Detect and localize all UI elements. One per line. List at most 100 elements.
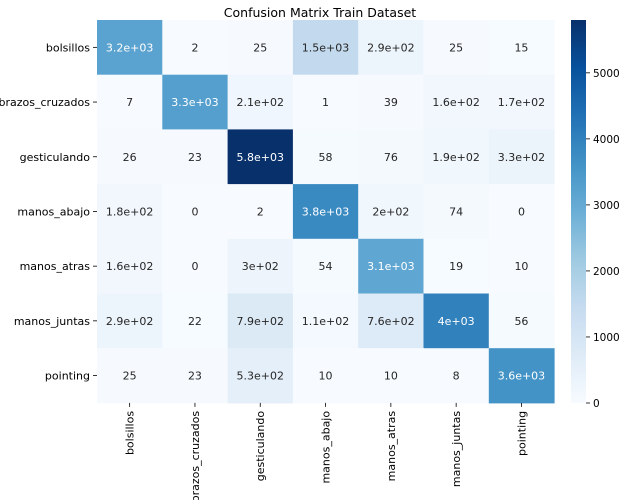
cell-value-label: 23 (188, 151, 202, 164)
heatmap-cell (358, 184, 424, 240)
heatmap-cell (97, 293, 163, 349)
cell-value-label: 1.7e+02 (498, 96, 545, 109)
heatmap-cell (423, 238, 490, 294)
heatmap-cell (97, 184, 163, 240)
heatmap-cell (358, 129, 424, 185)
colorbar-tick-label: 2000 (593, 266, 620, 278)
heatmap-cell (488, 129, 555, 185)
heatmap-cell (423, 129, 490, 185)
cell-value-label: 2 (257, 205, 264, 218)
heatmap-cell (97, 74, 163, 130)
heatmap-cell (227, 129, 294, 185)
y-tick-label: manos_atras (20, 260, 91, 273)
cell-value-label: 3.3e+03 (171, 96, 218, 109)
cell-value-label: 5.3e+02 (237, 370, 284, 383)
cell-value-label: 3.8e+03 (302, 205, 349, 218)
cell-value-label: 7.6e+02 (367, 315, 414, 328)
cell-value-label: 3e+02 (242, 260, 279, 273)
heatmap-cell (227, 20, 294, 76)
x-tick-label: manos_abajo (320, 411, 333, 484)
heatmap-cell (488, 293, 555, 349)
cell-value-label: 2 (191, 41, 198, 54)
heatmap-cell (358, 238, 424, 294)
cell-value-label: 1.9e+02 (432, 151, 479, 164)
colorbar: 0 1000 2000 3000 4000 5000 (571, 20, 620, 410)
heatmap-cell (292, 348, 359, 404)
cell-value-label: 15 (514, 41, 528, 54)
cell-value-label: 3.3e+02 (498, 151, 545, 164)
cell-value-label: 58 (319, 151, 333, 164)
cell-value-label: 2.1e+02 (237, 96, 284, 109)
heatmap-cell (423, 293, 490, 349)
heatmap-cell (358, 74, 424, 130)
colorbar-tick-label: 4000 (593, 134, 620, 146)
heatmap-cell (358, 293, 424, 349)
colorbar-tick-label: 1000 (593, 332, 620, 344)
heatmap-cell (227, 238, 294, 294)
cell-value-label: 10 (319, 370, 333, 383)
heatmap-cell (292, 238, 359, 294)
colorbar-ticks: 0 1000 2000 3000 4000 5000 (586, 68, 620, 410)
cell-value-label: 0 (191, 205, 198, 218)
cell-value-label: 25 (253, 41, 267, 54)
heatmap-cell (162, 293, 229, 349)
x-axis-tick-labels: bolsillos brazos_cruzados gesticulando mano… (124, 402, 528, 500)
cell-value-label: 22 (188, 315, 202, 328)
cell-value-label: 54 (319, 260, 333, 273)
cell-value-label: 2.9e+02 (367, 41, 414, 54)
cell-value-label: 25 (123, 370, 137, 383)
cell-value-label: 10 (384, 370, 398, 383)
cell-value-label: 3.2e+03 (106, 41, 153, 54)
heatmap-cell (423, 20, 490, 76)
cell-value-label: 19 (449, 260, 463, 273)
heatmap-cell (162, 348, 229, 404)
heatmap-cell (488, 184, 555, 240)
cell-value-label: 23 (188, 370, 202, 383)
cell-value-label: 76 (384, 151, 398, 164)
heatmap-cell (97, 20, 163, 76)
cell-value-label: 1.6e+02 (432, 96, 479, 109)
x-tick-label: bolsillos (124, 411, 137, 455)
cell-value-label: 2.9e+02 (106, 315, 153, 328)
cell-value-label: 25 (449, 41, 463, 54)
cell-value-label: 0 (518, 205, 525, 218)
colorbar-gradient (571, 20, 586, 403)
cell-value-label: 1.6e+02 (106, 260, 153, 273)
heatmap-cell (358, 348, 424, 404)
heatmap-cell (227, 184, 294, 240)
heatmap-cell (488, 238, 555, 294)
heatmap-cell (162, 20, 229, 76)
cell-value-label: 1 (322, 96, 329, 109)
y-tick-label: gesticulando (20, 151, 91, 164)
cell-value-label: 7.9e+02 (237, 315, 284, 328)
cell-value-label: 1.1e+02 (302, 315, 349, 328)
heatmap-cell (292, 293, 359, 349)
x-tick-label: pointing (515, 411, 528, 456)
cell-value-label: 5.8e+03 (237, 151, 284, 164)
heatmap-cell (292, 129, 359, 185)
cell-value-label: 1.5e+03 (302, 41, 349, 54)
heatmap-cell (97, 238, 163, 294)
heatmap-cell (97, 348, 163, 404)
heatmap-cell (292, 20, 359, 76)
cell-value-label: 0 (191, 260, 198, 273)
heatmap-cell (488, 74, 555, 130)
cell-value-label: 8 (453, 370, 460, 383)
y-tick-label: pointing (45, 370, 90, 383)
heatmap-cell (488, 20, 555, 76)
heatmap-cell (292, 74, 359, 130)
heatmap-cell (162, 184, 229, 240)
heatmap-cell (423, 74, 490, 130)
colorbar-tick-label: 3000 (593, 200, 620, 212)
heatmap-cell (423, 184, 490, 240)
cell-value-label: 26 (123, 151, 137, 164)
cell-value-label: 2e+02 (372, 205, 409, 218)
cell-value-label: 10 (514, 260, 528, 273)
cell-value-label: 74 (449, 205, 463, 218)
heatmap-cell (358, 20, 424, 76)
cell-value-label: 7 (126, 96, 133, 109)
y-tick-label: manos_abajo (17, 205, 90, 218)
heatmap-cell (162, 74, 229, 130)
x-tick-label: manos_juntas (450, 411, 463, 487)
